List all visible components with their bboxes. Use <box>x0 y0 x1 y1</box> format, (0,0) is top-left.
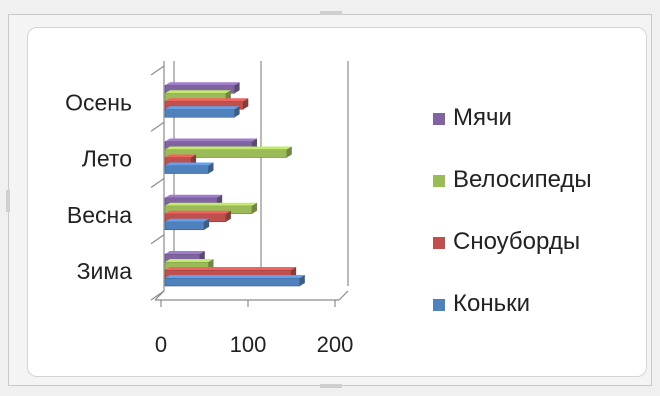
bar-top-face <box>165 154 197 158</box>
legend-label-3: Коньки <box>453 290 530 317</box>
bar-end-face <box>225 210 231 222</box>
bar-top-face <box>165 90 231 94</box>
bar-Коньки-Осень <box>164 108 235 118</box>
bar-Коньки-Зима <box>164 277 301 287</box>
bar-top-face <box>165 146 292 150</box>
bottom-resize-handle[interactable] <box>320 384 342 388</box>
bar-top-face <box>165 98 249 102</box>
legend-swatch-1 <box>433 175 445 187</box>
x-tick-label: 0 <box>155 332 167 357</box>
category-tick <box>150 121 165 132</box>
chart-frame[interactable] <box>8 14 652 386</box>
legend-swatch-0 <box>433 113 445 125</box>
category-tick <box>150 290 165 301</box>
bar-top-face <box>165 162 214 166</box>
bar-top-face <box>165 194 223 198</box>
bar-end-face <box>243 98 249 110</box>
bar-Коньки-Весна <box>164 221 205 231</box>
bar-top-face <box>165 106 240 110</box>
legend-label-0: Мячи <box>453 104 512 131</box>
bar-top-face <box>165 259 214 262</box>
category-tick <box>150 65 165 76</box>
bar-end-face <box>234 82 240 94</box>
axis-labels: 0 100 200 Зима Весна Лето Осень <box>65 89 353 357</box>
legend-label-2: Сноуборды <box>453 228 580 255</box>
category-tick <box>150 234 165 245</box>
category-label-0: Зима <box>77 258 133 284</box>
bar-end-face <box>234 106 240 118</box>
category-label-2: Лето <box>82 146 132 172</box>
legend-label-1: Велосипеды <box>453 166 592 193</box>
bar-top-face <box>165 202 257 206</box>
top-resize-handle[interactable] <box>320 11 342 15</box>
bar-top-face <box>165 82 240 86</box>
category-label-3: Осень <box>65 89 132 115</box>
bar-top-face <box>165 138 257 142</box>
legend: Мячи Велосипеды Сноуборды Коньки <box>433 104 592 317</box>
left-resize-handle[interactable] <box>6 190 10 212</box>
bar-top-face <box>165 275 305 278</box>
bar-end-face <box>252 202 257 214</box>
bars <box>164 82 305 287</box>
legend-swatch-2 <box>433 237 445 249</box>
bar-top-face <box>165 210 231 214</box>
bar-Коньки-Лето <box>164 165 209 174</box>
x-tick-label: 100 <box>230 332 267 357</box>
chart-area[interactable] <box>27 27 647 377</box>
bar-end-face <box>299 275 305 286</box>
bar-top-face <box>165 267 297 270</box>
x-tick-label: 200 <box>317 332 354 357</box>
floor-depth-line <box>338 290 349 301</box>
bar-end-face <box>208 162 214 174</box>
bar-top-face <box>165 251 205 254</box>
bar-end-face <box>204 218 210 230</box>
legend-swatch-3 <box>433 299 445 311</box>
category-label-1: Весна <box>67 202 132 228</box>
category-tick <box>150 178 165 188</box>
bar-end-face <box>286 146 292 158</box>
bar-top-face <box>165 218 210 222</box>
